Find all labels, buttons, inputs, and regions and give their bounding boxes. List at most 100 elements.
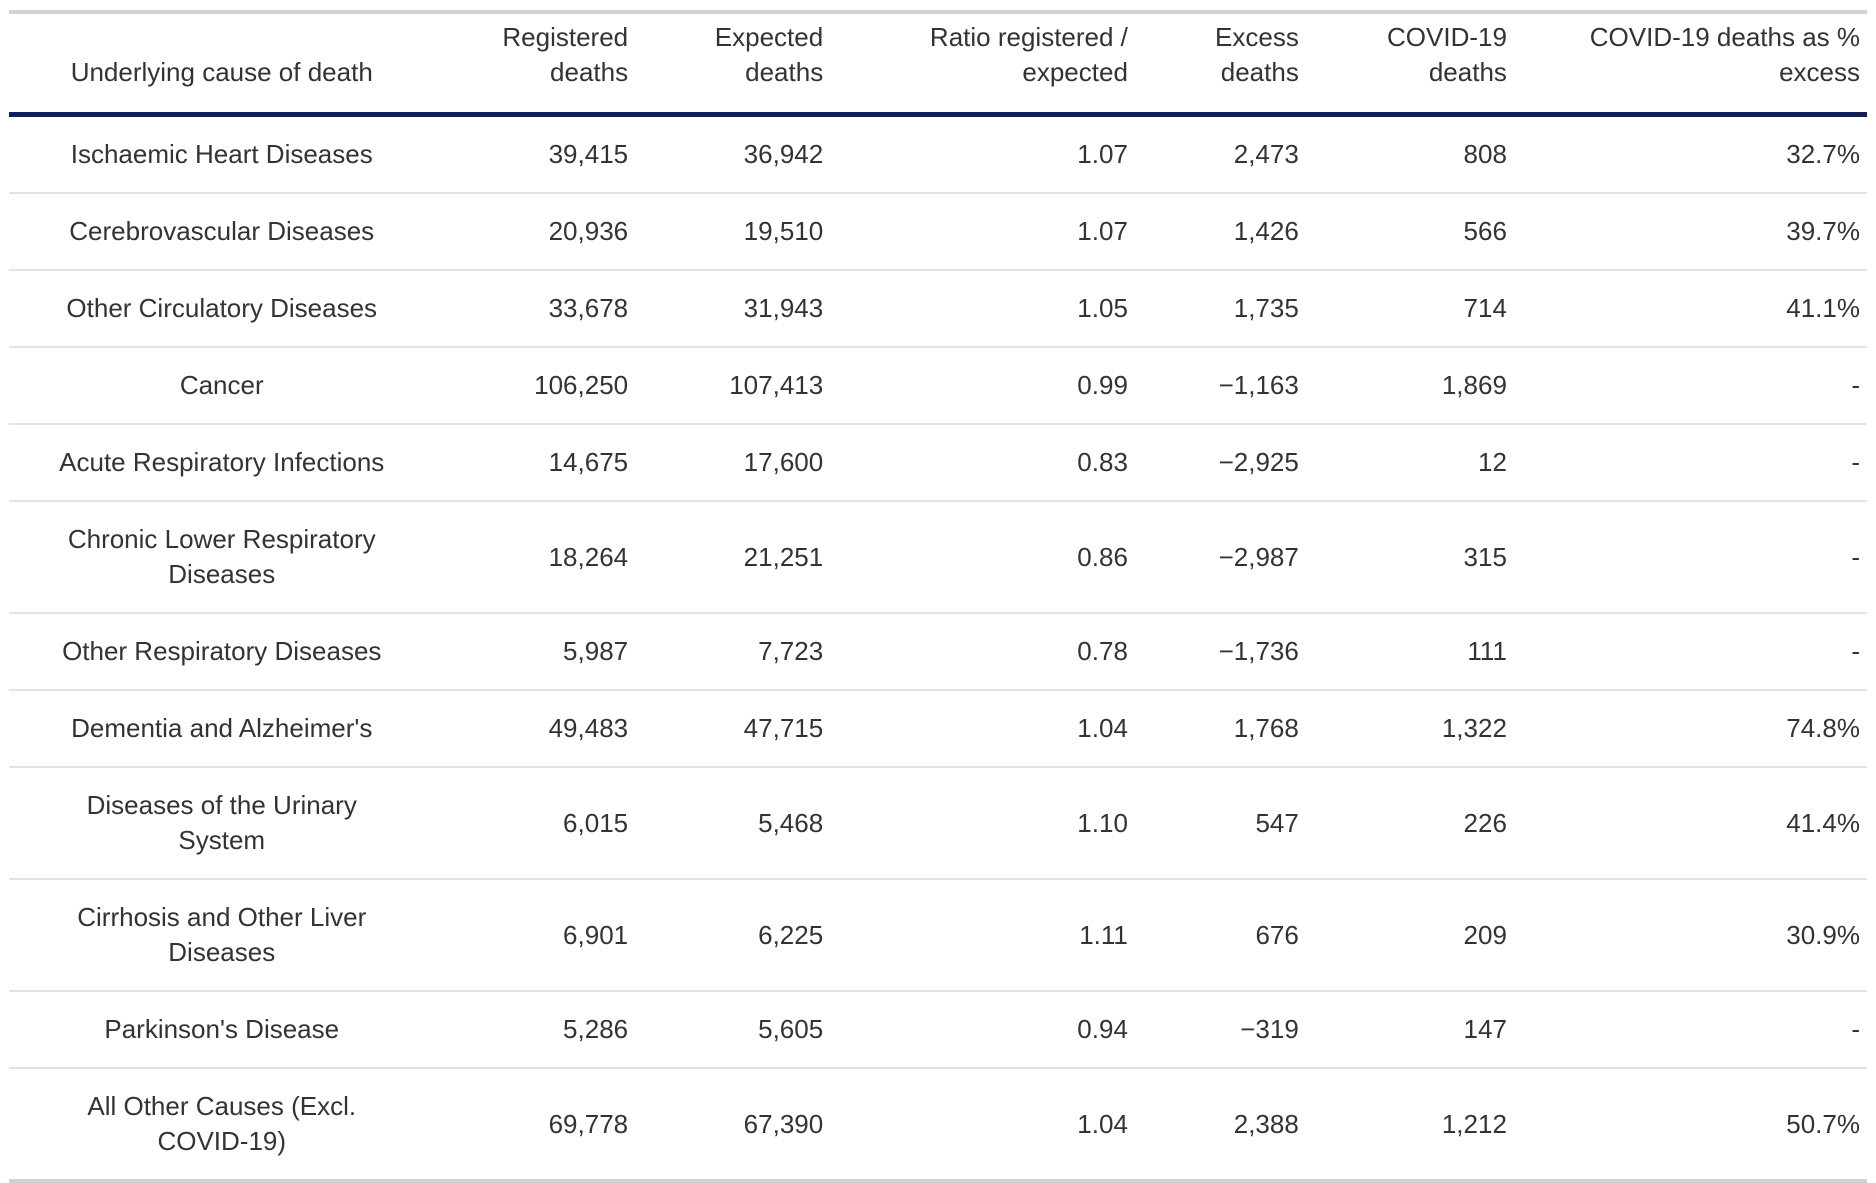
cell-excess-deaths: 2,388 [1134, 1068, 1306, 1183]
cell-ratio: 1.04 [830, 690, 1135, 768]
cell-cause: Other Circulatory Diseases [9, 270, 435, 348]
cell-cause: Parkinson's Disease [9, 991, 435, 1069]
cell-cause: Ischaemic Heart Diseases [9, 114, 435, 194]
cell-covid-pct-excess: - [1513, 424, 1867, 502]
cell-excess-deaths: −2,925 [1134, 424, 1306, 502]
cell-excess-deaths: 2,473 [1134, 114, 1306, 194]
cell-cause: Cancer [9, 347, 435, 425]
cell-covid-deaths: 566 [1305, 193, 1514, 271]
cell-expected-deaths: 17,600 [635, 424, 831, 502]
cell-covid-pct-excess: 30.9% [1513, 879, 1867, 992]
cell-ratio: 1.07 [830, 193, 1135, 271]
cell-covid-pct-excess: 74.8% [1513, 690, 1867, 768]
cell-covid-deaths: 714 [1305, 270, 1514, 348]
cell-covid-pct-excess: 32.7% [1513, 114, 1867, 194]
cell-expected-deaths: 36,942 [635, 114, 831, 194]
cell-excess-deaths: 1,768 [1134, 690, 1306, 768]
cell-ratio: 1.04 [830, 1068, 1135, 1183]
cell-cause: All Other Causes (Excl. COVID-19) [9, 1068, 435, 1183]
cell-registered-deaths: 5,286 [434, 991, 636, 1069]
cell-expected-deaths: 6,225 [635, 879, 831, 992]
table-row: All Other Causes (Excl. COVID-19) 69,778… [9, 1068, 1867, 1183]
cell-ratio: 1.05 [830, 270, 1135, 348]
cell-excess-deaths: −319 [1134, 991, 1306, 1069]
col-header-underlying-cause: Underlying cause of death [9, 12, 435, 117]
cell-cause: Other Respiratory Diseases [9, 613, 435, 691]
cell-covid-pct-excess: 39.7% [1513, 193, 1867, 271]
col-header-expected-deaths: Expected deaths [635, 12, 831, 117]
cell-cause: Dementia and Alzheimer's [9, 690, 435, 768]
table-row: Ischaemic Heart Diseases 39,415 36,942 1… [9, 114, 1867, 194]
cell-ratio: 1.07 [830, 114, 1135, 194]
table-row: Chronic Lower Respiratory Diseases 18,26… [9, 501, 1867, 614]
deaths-table: Underlying cause of death Registered dea… [9, 10, 1867, 1183]
cell-registered-deaths: 106,250 [434, 347, 636, 425]
cell-expected-deaths: 31,943 [635, 270, 831, 348]
cell-covid-pct-excess: 41.1% [1513, 270, 1867, 348]
cell-registered-deaths: 69,778 [434, 1068, 636, 1183]
table-row: Dementia and Alzheimer's 49,483 47,715 1… [9, 690, 1867, 768]
col-header-covid-deaths-pct-excess: COVID-19 deaths as % excess [1513, 12, 1867, 117]
cell-excess-deaths: −1,736 [1134, 613, 1306, 691]
table-row: Cancer 106,250 107,413 0.99 −1,163 1,869… [9, 347, 1867, 425]
cell-covid-deaths: 12 [1305, 424, 1514, 502]
table-row: Other Respiratory Diseases 5,987 7,723 0… [9, 613, 1867, 691]
cell-ratio: 1.10 [830, 767, 1135, 880]
table-row: Diseases of the Urinary System 6,015 5,4… [9, 767, 1867, 880]
cell-covid-pct-excess: - [1513, 347, 1867, 425]
cell-registered-deaths: 14,675 [434, 424, 636, 502]
cell-excess-deaths: 1,426 [1134, 193, 1306, 271]
cell-covid-deaths: 147 [1305, 991, 1514, 1069]
table-header-row: Underlying cause of death Registered dea… [9, 12, 1867, 117]
cell-cause: Diseases of the Urinary System [9, 767, 435, 880]
cell-ratio: 0.83 [830, 424, 1135, 502]
cell-covid-deaths: 808 [1305, 114, 1514, 194]
cell-excess-deaths: 676 [1134, 879, 1306, 992]
cell-expected-deaths: 67,390 [635, 1068, 831, 1183]
cell-covid-deaths: 1,212 [1305, 1068, 1514, 1183]
cell-covid-deaths: 226 [1305, 767, 1514, 880]
cell-covid-pct-excess: - [1513, 501, 1867, 614]
cell-covid-pct-excess: - [1513, 991, 1867, 1069]
cell-expected-deaths: 107,413 [635, 347, 831, 425]
cell-registered-deaths: 6,015 [434, 767, 636, 880]
cell-registered-deaths: 49,483 [434, 690, 636, 768]
cell-registered-deaths: 39,415 [434, 114, 636, 194]
cell-excess-deaths: 1,735 [1134, 270, 1306, 348]
cell-ratio: 0.99 [830, 347, 1135, 425]
cell-cause: Cerebrovascular Diseases [9, 193, 435, 271]
cell-expected-deaths: 5,468 [635, 767, 831, 880]
cell-covid-deaths: 1,322 [1305, 690, 1514, 768]
table-row: Cerebrovascular Diseases 20,936 19,510 1… [9, 193, 1867, 271]
col-header-excess-deaths: Excess deaths [1134, 12, 1306, 117]
cell-registered-deaths: 33,678 [434, 270, 636, 348]
table-row: Other Circulatory Diseases 33,678 31,943… [9, 270, 1867, 348]
cell-excess-deaths: −1,163 [1134, 347, 1306, 425]
table-row: Parkinson's Disease 5,286 5,605 0.94 −31… [9, 991, 1867, 1069]
cell-expected-deaths: 21,251 [635, 501, 831, 614]
cell-cause: Acute Respiratory Infections [9, 424, 435, 502]
col-header-covid-deaths: COVID-19 deaths [1305, 12, 1514, 117]
cell-ratio: 0.86 [830, 501, 1135, 614]
table-row: Cirrhosis and Other Liver Diseases 6,901… [9, 879, 1867, 992]
cell-ratio: 0.78 [830, 613, 1135, 691]
cell-registered-deaths: 20,936 [434, 193, 636, 271]
cell-ratio: 0.94 [830, 991, 1135, 1069]
col-header-ratio-registered-expected: Ratio registered / expected [830, 12, 1135, 117]
cell-covid-deaths: 315 [1305, 501, 1514, 614]
cell-cause: Chronic Lower Respiratory Diseases [9, 501, 435, 614]
cell-registered-deaths: 6,901 [434, 879, 636, 992]
cell-expected-deaths: 47,715 [635, 690, 831, 768]
cell-registered-deaths: 18,264 [434, 501, 636, 614]
cell-registered-deaths: 5,987 [434, 613, 636, 691]
cell-covid-pct-excess: 50.7% [1513, 1068, 1867, 1183]
cell-ratio: 1.11 [830, 879, 1135, 992]
cell-excess-deaths: 547 [1134, 767, 1306, 880]
cell-covid-pct-excess: 41.4% [1513, 767, 1867, 880]
col-header-registered-deaths: Registered deaths [434, 12, 636, 117]
cell-covid-deaths: 1,869 [1305, 347, 1514, 425]
cell-expected-deaths: 5,605 [635, 991, 831, 1069]
cell-cause: Cirrhosis and Other Liver Diseases [9, 879, 435, 992]
mortality-table-container: Underlying cause of death Registered dea… [9, 10, 1867, 1183]
cell-covid-pct-excess: - [1513, 613, 1867, 691]
